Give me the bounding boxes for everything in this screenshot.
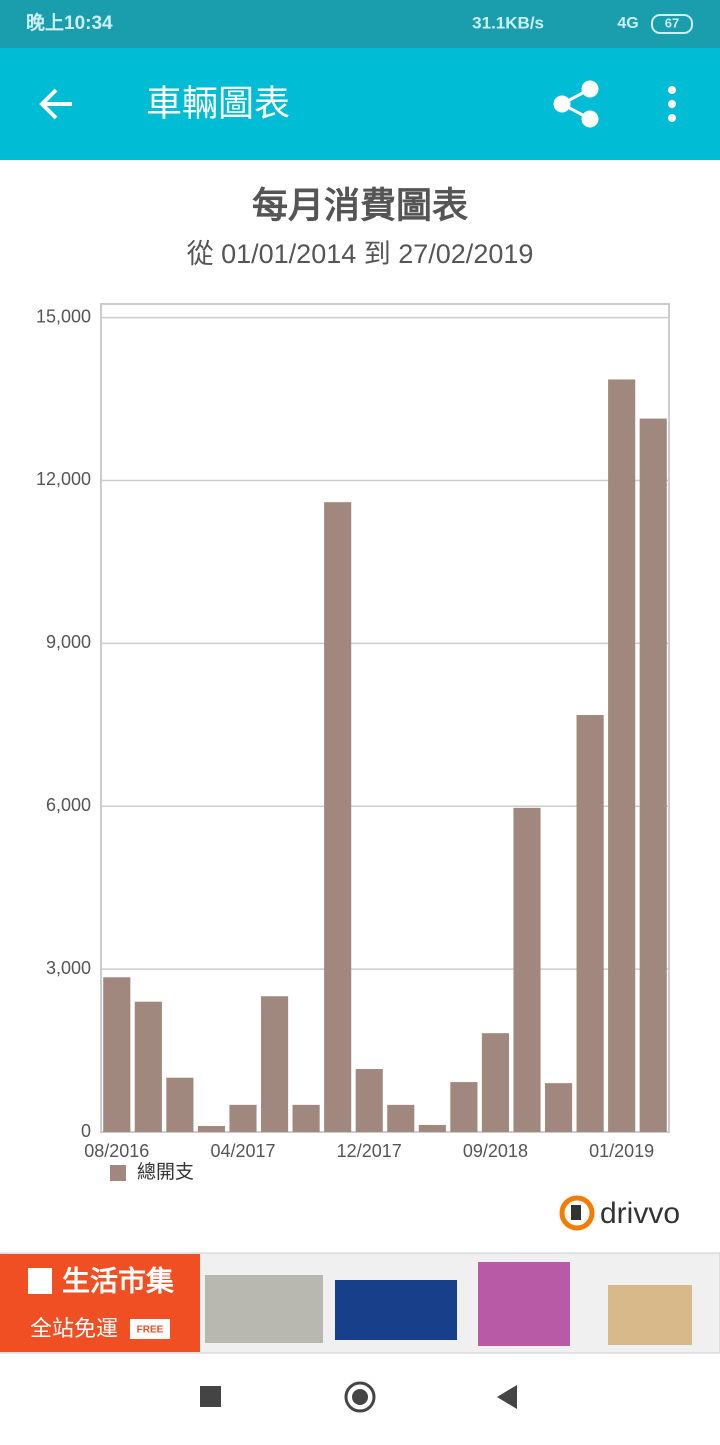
x-tick-label: 12/2017 [337,1141,402,1161]
nav-recents[interactable] [200,1386,221,1407]
bar [576,715,604,1132]
y-tick-label: 12,000 [36,469,91,489]
status-time: 晚上10:34 [26,11,113,34]
y-tick-label: 6,000 [46,795,91,815]
bar [450,1082,478,1132]
x-tick-label: 09/2018 [463,1141,528,1161]
x-tick-label: 04/2017 [210,1141,275,1161]
bar [513,807,541,1132]
ad-product [478,1262,570,1346]
y-tick-label: 0 [81,1121,91,1141]
y-tick-label: 15,000 [36,306,91,326]
bar [387,1104,415,1132]
bar [229,1104,257,1132]
legend-label: 總開支 [137,1161,194,1183]
truck-icon [130,1319,170,1339]
ad-product [205,1275,323,1343]
back-button[interactable] [39,88,72,120]
y-tick-label: 3,000 [46,958,91,978]
bar [418,1124,446,1132]
bar [481,1033,510,1132]
status-bar [0,0,720,48]
battery-icon [651,14,693,34]
bar [166,1077,194,1132]
drivvo-logo: drivvo [559,1195,680,1231]
bar [103,977,131,1132]
bar [324,502,352,1132]
x-tick-label: 01/2019 [589,1141,654,1161]
nav-home[interactable] [344,1381,376,1413]
brand: drivvo [600,1197,680,1230]
y-tick-label: 9,000 [46,632,91,652]
plot: 0 3,000 6,000 9,000 12,000 15,000 08/2016 04/20… [36,306,669,1183]
chart-subtitle: 從 01/01/2014 到 27/02/2019 [187,239,534,269]
chart-title: 每月消費圖表 [252,185,468,226]
ad-badge: FREE [137,1325,164,1336]
ad-product [335,1280,457,1340]
share-button[interactable] [553,80,599,128]
bar [355,1069,383,1132]
bar [197,1126,226,1132]
bag-icon [28,1268,52,1294]
bar [260,996,289,1132]
nav-home-dot [352,1389,368,1405]
status-network: 4G [617,15,638,32]
legend-swatch [110,1165,126,1181]
bar [134,1001,162,1132]
app-title: 車輛圖表 [146,83,290,124]
ad-slogan: 全站免運 [30,1316,118,1341]
bar [292,1104,320,1132]
nav-back[interactable] [497,1385,517,1409]
app-bar [0,48,720,160]
menu-button[interactable] [668,86,676,122]
status-speed: 31.1KB/s [472,13,544,32]
ad-store: 生活市集 [62,1264,174,1296]
bar [544,1083,573,1132]
bar [608,379,636,1132]
bar [639,418,667,1132]
status-battery: 67 [665,15,679,30]
x-tick-label: 08/2016 [84,1141,149,1161]
ad-product [608,1285,692,1345]
